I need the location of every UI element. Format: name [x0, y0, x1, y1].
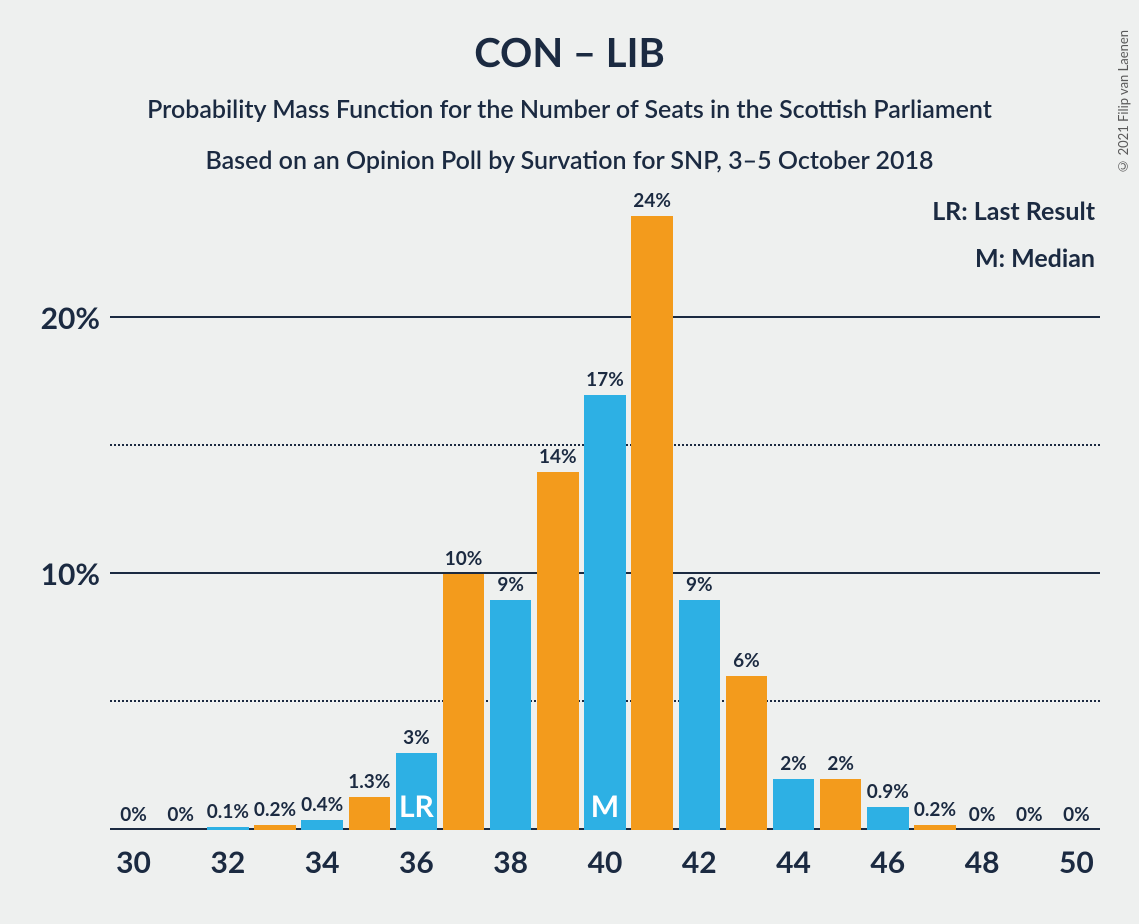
bar-slot: 1.3%: [346, 190, 393, 830]
bar: 0.9%: [867, 807, 908, 830]
bar-value-label: 0%: [1016, 803, 1043, 826]
bar-slot: 0%50: [1053, 190, 1100, 830]
bar-value-label: 1.3%: [348, 770, 390, 793]
bar-badge: M: [591, 788, 619, 824]
bar-slot: 0%: [157, 190, 204, 830]
bar: 0.4%: [301, 820, 342, 830]
bar-value-label: 0.4%: [301, 793, 343, 816]
bar-value-label: 6%: [733, 649, 760, 672]
bar: 1.3%: [349, 797, 390, 830]
x-axis-tick-label: 34: [305, 844, 340, 880]
chart-subtitle-2: Based on an Opinion Poll by Survation fo…: [0, 145, 1139, 175]
bar: 3%LR: [396, 753, 437, 830]
bar: 0.1%: [207, 827, 248, 830]
bar-slot: 0%30: [110, 190, 157, 830]
x-axis-tick-label: 38: [493, 844, 528, 880]
bar: 9%: [490, 600, 531, 830]
x-axis-tick-label: 42: [682, 844, 717, 880]
bar-slot: 3%LR36: [393, 190, 440, 830]
bar-slot: 0%48: [959, 190, 1006, 830]
bar-slot: 0.9%46: [864, 190, 911, 830]
bar-slot: 0.4%34: [299, 190, 346, 830]
x-axis-tick-label: 36: [399, 844, 434, 880]
bar: 14%: [537, 472, 578, 830]
bar-slot: 2%: [817, 190, 864, 830]
y-axis-tick-label: 20%: [41, 300, 100, 336]
bar-slot: 10%: [440, 190, 487, 830]
bar: 10%: [443, 574, 484, 830]
bar-value-label: 9%: [686, 573, 713, 596]
bar: 6%: [726, 676, 767, 830]
bar-value-label: 0%: [1063, 803, 1090, 826]
x-axis-tick-label: 50: [1059, 844, 1094, 880]
bar-slot: 9%38: [487, 190, 534, 830]
bar: 2%: [820, 779, 861, 830]
bars-group: 0%300%0.1%320.2%0.4%341.3%3%LR3610%9%381…: [110, 190, 1100, 830]
chart-subtitle-1: Probability Mass Function for the Number…: [0, 94, 1139, 124]
x-axis-tick-label: 48: [965, 844, 1000, 880]
bar: 0.2%: [914, 825, 955, 830]
plot-area: 20%10%0%300%0.1%320.2%0.4%341.3%3%LR3610…: [110, 190, 1100, 830]
x-axis-tick-label: 32: [210, 844, 245, 880]
bar-slot: 9%42: [676, 190, 723, 830]
x-axis-tick-label: 44: [776, 844, 811, 880]
bar-value-label: 0%: [120, 803, 147, 826]
bar-slot: 14%: [534, 190, 581, 830]
bar-slot: 0.1%32: [204, 190, 251, 830]
bar-value-label: 0.2%: [914, 798, 956, 821]
bar-slot: 2%44: [770, 190, 817, 830]
bar-slot: 6%: [723, 190, 770, 830]
bar-value-label: 10%: [445, 547, 483, 570]
bar-value-label: 0.1%: [207, 800, 249, 823]
bar-value-label: 17%: [586, 368, 624, 391]
bar-value-label: 0%: [969, 803, 996, 826]
bar-value-label: 9%: [497, 573, 524, 596]
bar: 24%: [631, 216, 672, 830]
chart-title: CON – LIB: [0, 0, 1139, 76]
bar: 9%: [679, 600, 720, 830]
bar-slot: 0%: [1006, 190, 1053, 830]
bar: 2%: [773, 779, 814, 830]
bar: 0.2%: [254, 825, 295, 830]
x-axis-tick-label: 40: [588, 844, 623, 880]
bar-value-label: 3%: [403, 726, 430, 749]
bar-slot: 24%: [629, 190, 676, 830]
chart-container: © 2021 Filip van Laenen CON – LIB Probab…: [0, 0, 1139, 924]
copyright-text: © 2021 Filip van Laenen: [1115, 30, 1131, 175]
bar: 17%M: [584, 395, 625, 830]
bar-value-label: 2%: [780, 752, 807, 775]
bar-slot: 17%M40: [581, 190, 628, 830]
bar-slot: 0.2%: [911, 190, 958, 830]
bar-badge: LR: [399, 788, 434, 824]
bar-value-label: 14%: [539, 445, 577, 468]
bar-value-label: 0.9%: [867, 780, 909, 803]
bar-value-label: 0.2%: [254, 798, 296, 821]
bar-value-label: 24%: [633, 189, 671, 212]
x-axis-tick-label: 46: [870, 844, 905, 880]
x-axis-tick-label: 30: [116, 844, 151, 880]
bar-value-label: 0%: [167, 803, 194, 826]
bar-value-label: 2%: [827, 752, 854, 775]
bar-slot: 0.2%: [251, 190, 298, 830]
y-axis-tick-label: 10%: [41, 556, 100, 592]
